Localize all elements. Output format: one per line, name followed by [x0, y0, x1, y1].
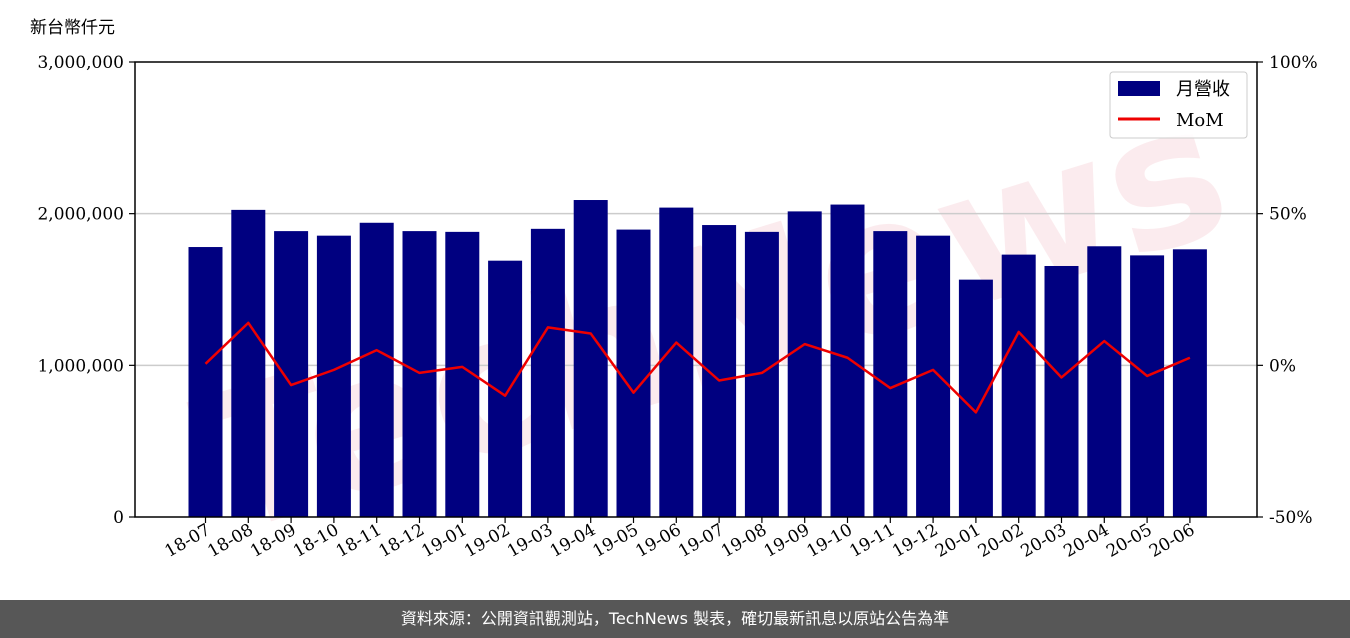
revenue-bar	[359, 222, 394, 517]
source-footer: 資料來源：公開資訊觀測站，TechNews 製表，確切最新訊息以原站公告為準	[0, 600, 1350, 638]
left-axis-tick-label: 0	[113, 508, 124, 528]
x-axis-tick-label: 19-12	[889, 520, 941, 562]
x-axis-tick-label: 19-11	[846, 520, 898, 562]
revenue-bar	[231, 209, 266, 517]
revenue-bar	[873, 231, 908, 517]
right-axis-tick-label: -50%	[1269, 508, 1313, 528]
right-axis-tick-label: 100%	[1269, 53, 1318, 73]
x-axis-tick-label: 19-05	[590, 520, 642, 562]
revenue-bar	[188, 247, 223, 518]
revenue-bar	[616, 229, 651, 517]
revenue-bar	[573, 200, 608, 517]
x-axis-tick-label: 19-03	[504, 520, 556, 562]
revenue-bar	[1044, 265, 1079, 517]
revenue-bar	[659, 207, 694, 517]
x-axis-tick-label: 20-02	[975, 520, 1027, 562]
left-axis-tick-label: 2,000,000	[37, 205, 124, 225]
x-axis-tick-label: 19-09	[761, 520, 813, 562]
revenue-bar	[316, 235, 351, 518]
mom-line	[204, 321, 1191, 414]
x-axis-tick-label: 20-05	[1103, 520, 1155, 562]
x-axis-tick-label: 19-08	[718, 520, 770, 562]
x-axis-tick-label: 18-07	[162, 520, 214, 562]
bar-series	[188, 200, 1207, 518]
x-axis-tick-label: 19-01	[418, 520, 470, 562]
right-axis-tick-label: 50%	[1269, 205, 1307, 225]
revenue-bar	[787, 211, 822, 517]
revenue-bar	[830, 204, 865, 518]
left-axis-tick-label: 1,000,000	[37, 356, 124, 376]
x-axis-tick-label: 19-07	[675, 520, 727, 562]
revenue-bar	[274, 231, 309, 517]
x-axis-tick-label: 20-06	[1146, 520, 1198, 562]
left-axis-unit-label: 新台幣仟元	[30, 18, 115, 38]
legend-line-label: MoM	[1176, 110, 1224, 131]
revenue-bar	[530, 228, 565, 518]
chart: TechNews 01,000,0002,000,0003,000,000-50…	[30, 18, 1318, 578]
x-axis-tick-label: 19-02	[461, 520, 513, 562]
x-axis-tick-label: 19-10	[804, 520, 856, 562]
x-axis-tick-label: 19-04	[547, 520, 599, 562]
revenue-bar	[1087, 246, 1122, 517]
source-text: 資料來源：公開資訊觀測站，TechNews 製表，確切最新訊息以原站公告為準	[400, 609, 950, 628]
legend: 月營收 MoM	[1109, 71, 1248, 139]
revenue-bar	[1001, 254, 1036, 517]
revenue-bar	[916, 235, 951, 518]
x-axis-tick-label: 19-06	[632, 520, 684, 562]
legend-bar-label: 月營收	[1176, 79, 1230, 100]
x-axis-tick-label: 20-04	[1060, 520, 1112, 562]
plot-frame	[134, 61, 1258, 518]
revenue-bar	[1130, 255, 1165, 517]
left-axis-tick-label: 3,000,000	[37, 53, 124, 73]
revenue-bar	[958, 279, 993, 517]
legend-bar-swatch	[1118, 81, 1160, 96]
mom-line-series	[204, 321, 1191, 414]
x-axis-tick-label: 20-03	[1018, 520, 1070, 562]
revenue-bar	[1172, 249, 1207, 517]
x-axis-tick-label: 20-01	[932, 520, 984, 562]
right-axis-tick-label: 0%	[1269, 356, 1296, 376]
